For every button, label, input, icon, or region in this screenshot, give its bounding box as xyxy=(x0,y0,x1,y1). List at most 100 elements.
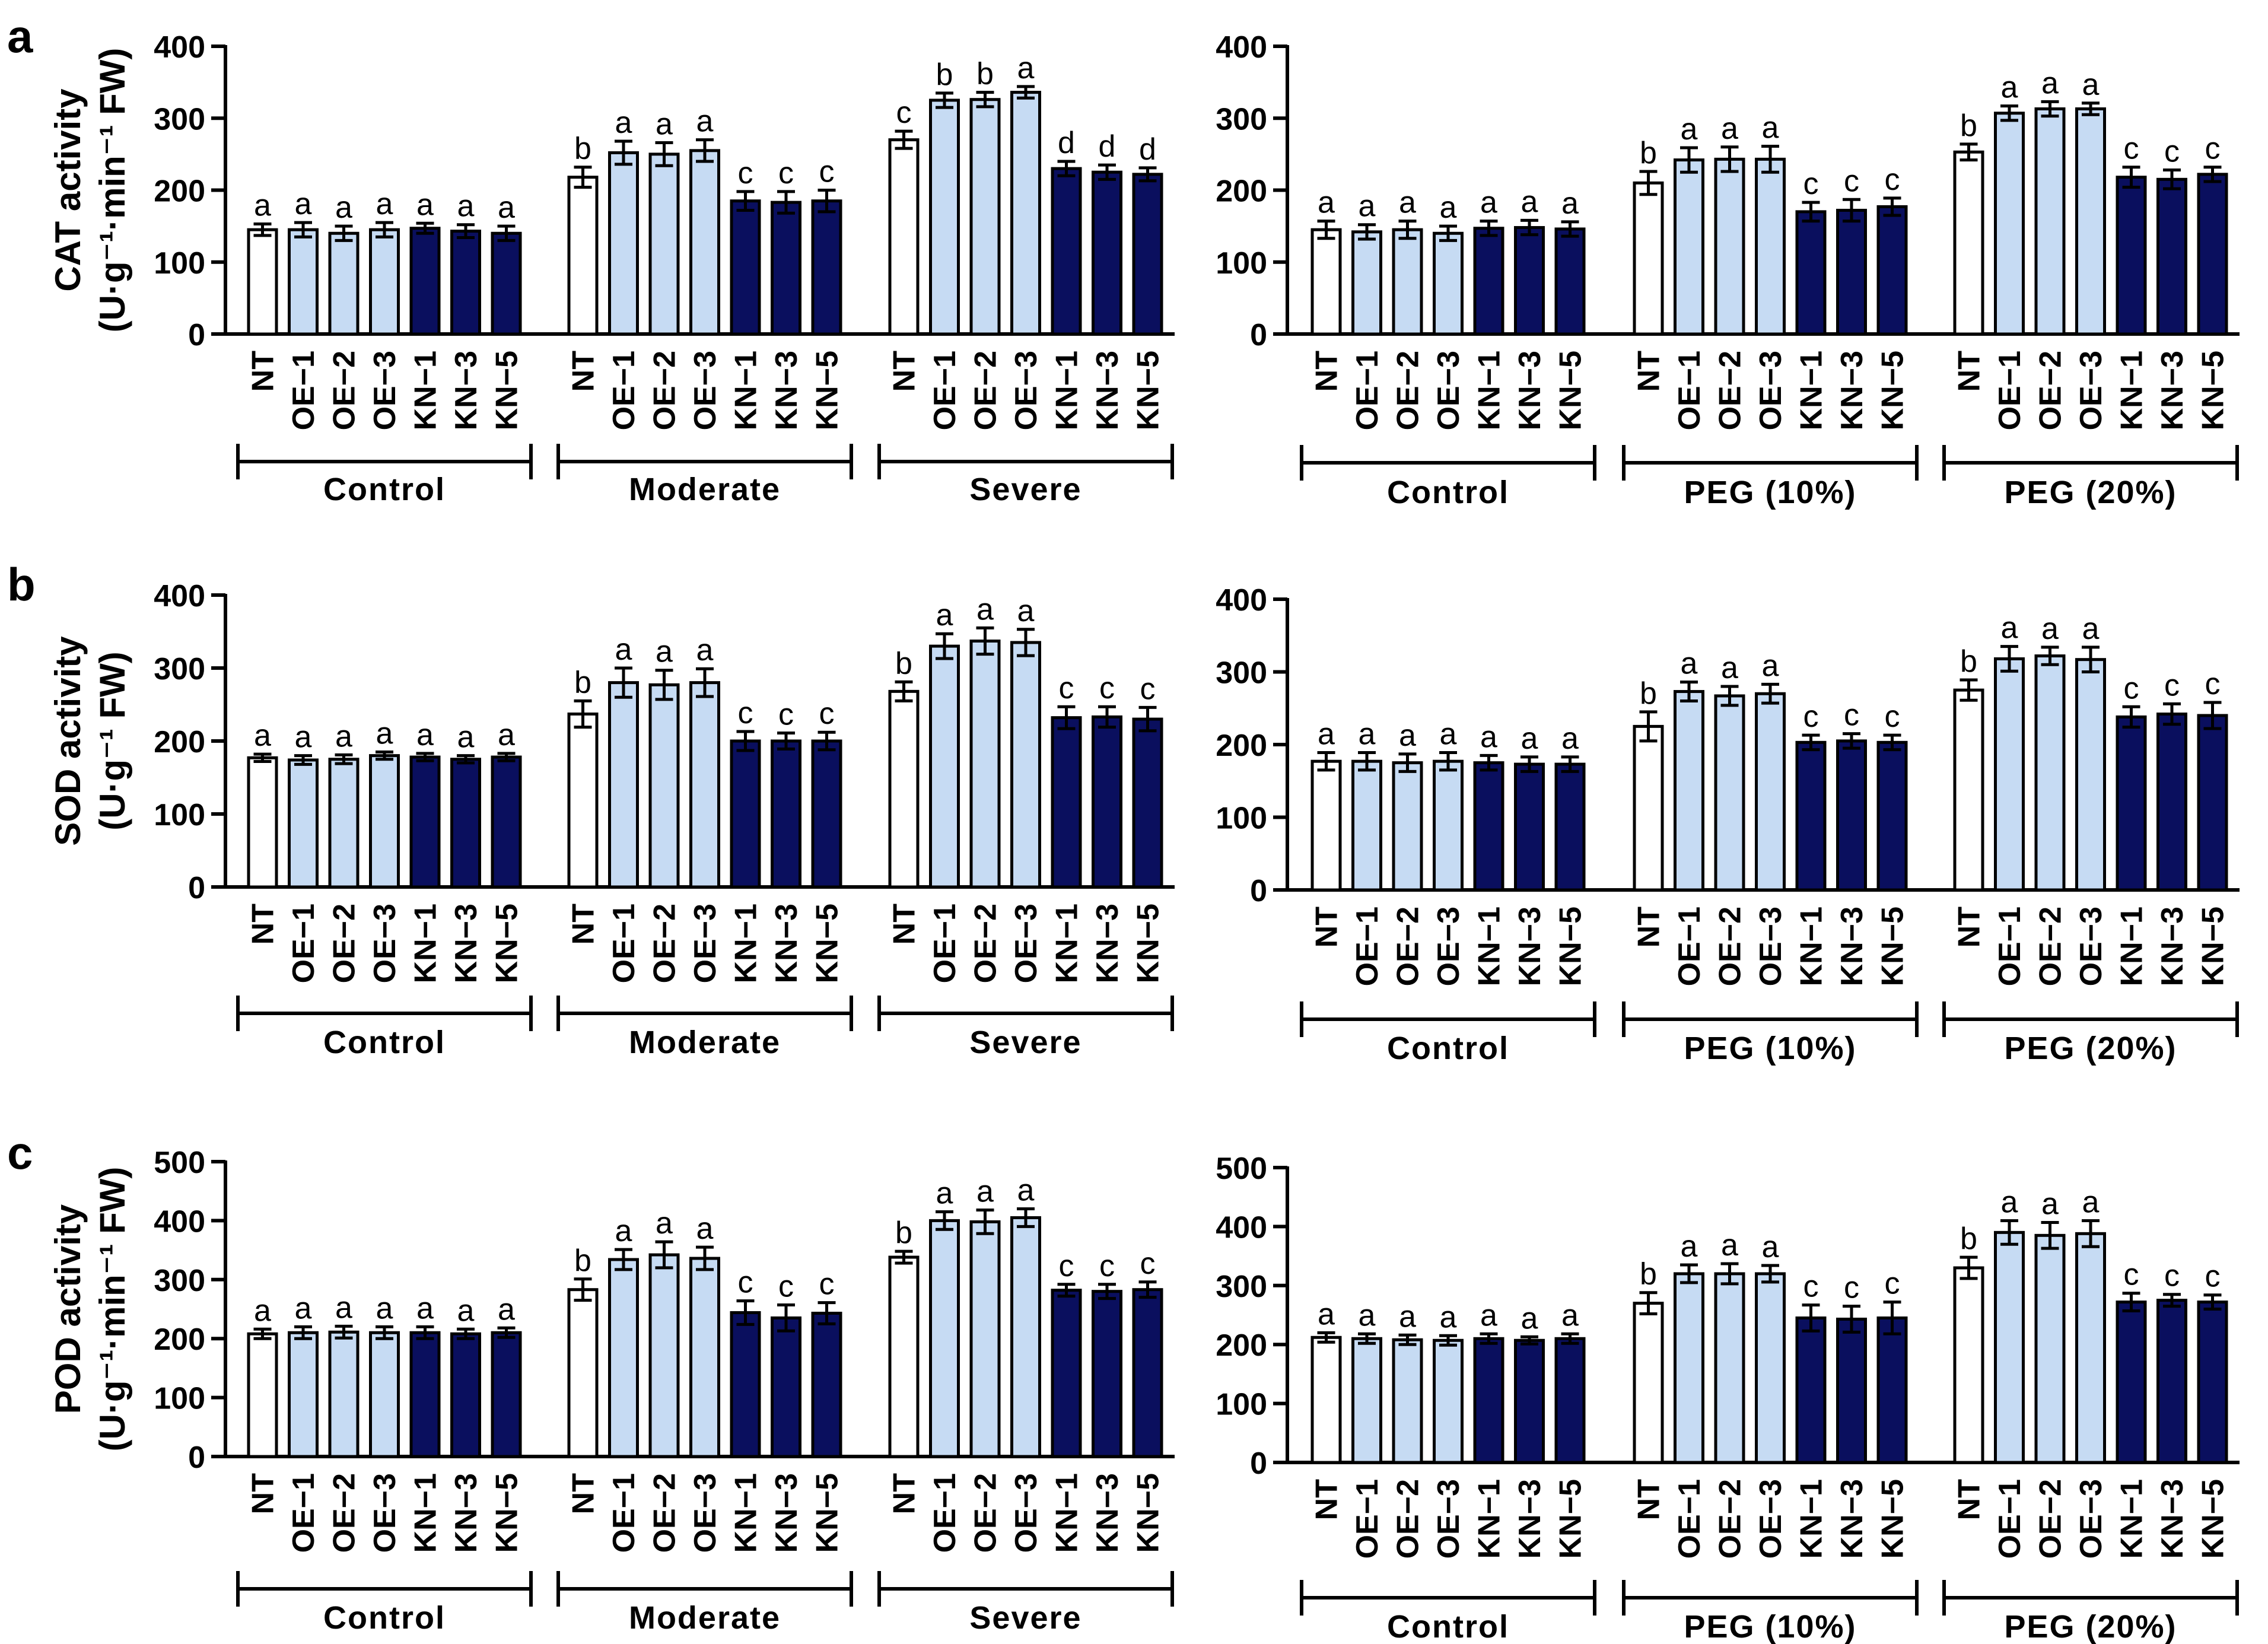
significance-letter: a xyxy=(1721,112,1738,146)
x-tick-label: OE−3 xyxy=(2074,907,2108,986)
significance-letter: a xyxy=(1762,648,1779,683)
panel-b: b SOD activity (U·g⁻¹ FW) 0 100 200 300 400 a NT a… xyxy=(7,558,2240,1066)
bar xyxy=(1092,1290,1122,1458)
significance-letter: a xyxy=(1359,1298,1376,1333)
x-tick-label: OE−2 xyxy=(1391,1479,1426,1559)
bar xyxy=(1051,716,1082,889)
x-tick-label: KN−5 xyxy=(2196,907,2231,986)
significance-letter: b xyxy=(574,665,591,699)
significance-letter: b xyxy=(574,132,591,166)
bar xyxy=(450,1332,481,1458)
bar xyxy=(1392,1338,1423,1464)
bar xyxy=(2156,1299,2187,1464)
x-tick-label: OE−2 xyxy=(648,1473,682,1553)
bar xyxy=(1473,761,1504,892)
x-tick-label: OE−2 xyxy=(969,1473,1003,1553)
significance-letter: b xyxy=(976,57,994,91)
panel-letter: a xyxy=(7,10,33,62)
bar xyxy=(1876,205,1908,336)
x-tick-label: OE−1 xyxy=(287,1473,321,1553)
x-tick-label: NT xyxy=(246,904,281,945)
x-tick-label: OE−1 xyxy=(1350,351,1385,430)
bar xyxy=(730,199,761,336)
bar xyxy=(1051,167,1082,336)
bar xyxy=(2197,1300,2228,1464)
bar xyxy=(369,1331,400,1458)
x-tick-label: KN−5 xyxy=(1131,1473,1166,1553)
x-tick-label: KN−5 xyxy=(2196,1479,2231,1559)
significance-letter: b xyxy=(1960,1222,1977,1256)
x-tick-label: OE−2 xyxy=(2034,907,2068,986)
bar xyxy=(2116,715,2147,892)
significance-letter: c xyxy=(1885,699,1900,734)
x-tick-label: KN−5 xyxy=(1876,1479,1910,1559)
bar xyxy=(1994,112,2025,336)
group-label: Severe xyxy=(969,1025,1081,1060)
x-tick-label: OE−3 xyxy=(1432,1479,1466,1559)
significance-letter: a xyxy=(254,718,271,753)
x-tick-label: KN−1 xyxy=(409,351,443,430)
significance-letter: a xyxy=(254,188,271,222)
significance-letter: c xyxy=(1844,698,1859,733)
x-tick-label: KN−3 xyxy=(1835,907,1869,986)
bar xyxy=(1051,1289,1082,1458)
group-label: Severe xyxy=(969,472,1081,507)
significance-letter: d xyxy=(1058,126,1075,160)
significance-letter: a xyxy=(1762,1230,1779,1264)
y-tick-label: 200 xyxy=(154,174,205,209)
x-tick-label: KN−1 xyxy=(2115,907,2149,986)
significance-letter: a xyxy=(2082,68,2100,102)
significance-letter: c xyxy=(896,96,912,130)
significance-letter: c xyxy=(1803,167,1819,201)
significance-letter: c xyxy=(1140,1246,1156,1281)
bar xyxy=(2075,658,2106,892)
significance-letter: c xyxy=(2124,671,2139,705)
group-label: PEG (20%) xyxy=(2004,1609,2177,1644)
x-tick-label: OE−3 xyxy=(688,351,723,430)
bar xyxy=(247,1332,278,1458)
significance-letter: a xyxy=(457,1293,475,1328)
bar xyxy=(1674,690,1704,892)
x-tick-label: KN−5 xyxy=(810,904,845,983)
panel-letter: c xyxy=(7,1127,33,1179)
significance-letter: a xyxy=(2001,1185,2018,1219)
significance-letter: a xyxy=(416,718,434,752)
y-tick-label: 400 xyxy=(1216,30,1267,65)
bar xyxy=(1633,724,1664,892)
x-tick-label: OE−2 xyxy=(1713,907,1748,986)
bar xyxy=(1953,150,1984,336)
x-tick-label: NT xyxy=(1952,907,1987,948)
x-tick-label: KN−1 xyxy=(2115,351,2149,430)
bar xyxy=(1795,740,1827,892)
group-label: PEG (10%) xyxy=(1684,475,1856,510)
x-tick-label: KN−1 xyxy=(1472,351,1507,430)
significance-letter: a xyxy=(1762,111,1779,145)
significance-letter: a xyxy=(1721,1228,1738,1263)
bar xyxy=(888,1255,920,1458)
bar xyxy=(608,681,639,889)
significance-letter: a xyxy=(2041,1187,2059,1221)
x-tick-label: NT xyxy=(888,904,922,945)
group-label: PEG (10%) xyxy=(1684,1609,1856,1644)
significance-letter: a xyxy=(615,1214,632,1248)
bar xyxy=(1473,1337,1504,1464)
bar xyxy=(771,1316,801,1458)
x-tick-label: KN−1 xyxy=(1472,1479,1507,1559)
x-tick-label: OE−2 xyxy=(969,351,1003,430)
bar xyxy=(648,683,680,889)
x-tick-label: KN−5 xyxy=(810,351,845,430)
bar xyxy=(1514,1338,1545,1464)
x-tick-label: OE−2 xyxy=(327,1473,362,1553)
group-label: Moderate xyxy=(629,472,781,507)
y-tick-label: 100 xyxy=(154,798,205,832)
bar xyxy=(1755,157,1786,336)
significance-letter: c xyxy=(1099,671,1115,705)
significance-letter: c xyxy=(1885,163,1900,197)
significance-letter: c xyxy=(2164,668,2180,702)
bar xyxy=(491,755,522,889)
x-tick-label: OE−3 xyxy=(688,904,723,983)
x-tick-label: KN−3 xyxy=(1835,351,1869,430)
bar xyxy=(2075,107,2106,336)
x-tick-label: KN−5 xyxy=(490,904,524,983)
significance-letter: a xyxy=(2041,612,2059,646)
